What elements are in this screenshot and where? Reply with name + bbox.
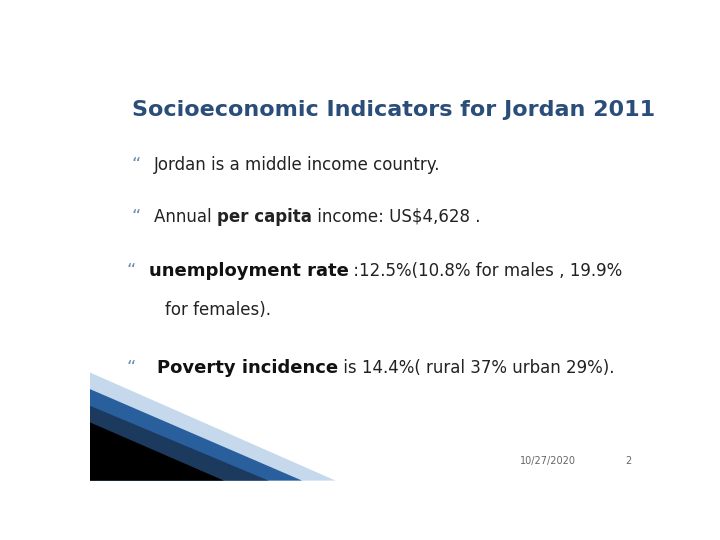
Text: is 14.4%( rural 37% urban 29%).: is 14.4%( rural 37% urban 29%). <box>338 359 615 377</box>
Text: 2: 2 <box>625 456 631 466</box>
Polygon shape <box>90 373 336 481</box>
Text: for females).: for females). <box>166 301 271 319</box>
Text: Annual: Annual <box>154 207 217 226</box>
Text: per capita: per capita <box>217 207 312 226</box>
Text: :12.5%(10.8% for males , 19.9%: :12.5%(10.8% for males , 19.9% <box>348 261 623 280</box>
Text: “: “ <box>126 261 135 280</box>
Text: “: “ <box>132 156 141 173</box>
Polygon shape <box>90 389 302 481</box>
Text: 10/27/2020: 10/27/2020 <box>520 456 576 466</box>
Text: Jordan is a middle income country.: Jordan is a middle income country. <box>154 156 441 173</box>
Text: “: “ <box>126 359 135 377</box>
Polygon shape <box>90 406 269 481</box>
Text: Socioeconomic Indicators for Jordan 2011: Socioeconomic Indicators for Jordan 2011 <box>132 100 655 120</box>
Text: income: US$4,628 .: income: US$4,628 . <box>312 207 480 226</box>
Text: Poverty incidence: Poverty incidence <box>157 359 338 377</box>
Text: “: “ <box>132 207 141 226</box>
Polygon shape <box>90 422 224 481</box>
Text: unemployment rate: unemployment rate <box>148 261 348 280</box>
